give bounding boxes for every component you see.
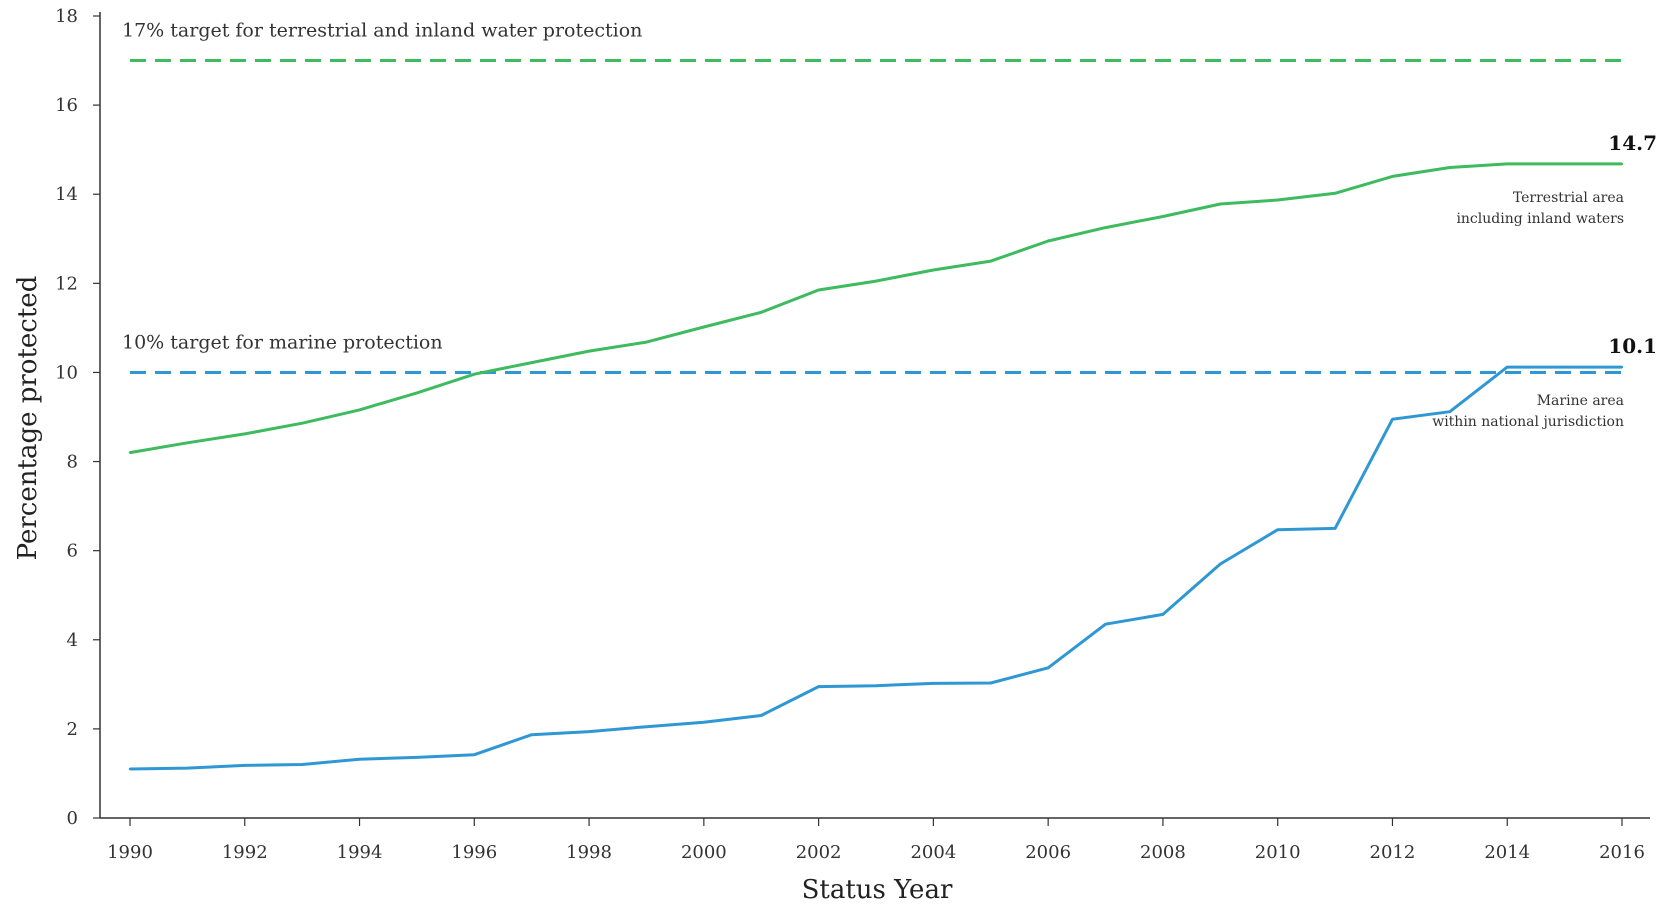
terrestrial-data-point — [1391, 175, 1394, 178]
x-tick-label: 1998 — [566, 842, 612, 863]
marine-data-point — [1506, 365, 1509, 369]
terrestrial-data-point — [874, 279, 878, 283]
marine-data-point — [1620, 365, 1624, 369]
terrestrial-data-point — [358, 408, 361, 412]
marine-data-point — [1104, 622, 1107, 626]
y-tick-label: 10 — [55, 362, 78, 383]
terrestrial-data-point — [128, 451, 132, 454]
x-tick-label: 2004 — [910, 842, 956, 863]
terrestrial-series-name-line: Terrestrial area — [1513, 190, 1624, 206]
terrestrial-data-point — [186, 441, 189, 445]
terrestrial-data-point — [932, 268, 935, 272]
terrestrial_target-label: 17% target for terrestrial and inland wa… — [122, 20, 642, 42]
marine-data-point — [530, 733, 533, 736]
terrestrial-data-point — [1333, 192, 1337, 195]
marine-series-name-line: within national jurisdiction — [1432, 414, 1624, 430]
marine-series-name: Marine area within national jurisdiction — [1432, 393, 1624, 430]
series-lines — [128, 162, 1624, 771]
y-tick-label: 14 — [55, 184, 78, 205]
terrestrial-data-point — [989, 259, 992, 263]
terrestrial-data-point — [760, 311, 763, 314]
marine-data-point — [300, 763, 304, 766]
terrestrial-series-name-line: including inland waters — [1456, 211, 1624, 227]
annotations: 14.7 Terrestrial area including inland wat… — [1432, 131, 1657, 430]
terrestrial-data-point — [473, 373, 476, 376]
terrestrial-data-point — [1563, 162, 1566, 166]
marine-data-point — [1448, 410, 1452, 413]
terrestrial-data-point — [530, 361, 533, 364]
terrestrial-data-point — [243, 432, 246, 436]
marine-data-point — [1563, 365, 1566, 369]
terrestrial-data-point — [1046, 239, 1050, 243]
marine-data-point — [1333, 527, 1337, 530]
terrestrial-data-point — [817, 288, 820, 292]
terrestrial-series-name: Terrestrial area including inland waters — [1456, 190, 1624, 227]
reference-lines: 17% target for terrestrial and inland wa… — [122, 20, 1622, 374]
y-axis-title: Percentage protected — [13, 276, 43, 561]
axes: 0 2 4 6 8 10 12 14 16 18 1990 1992 1994 1996 1998 2000 2… — [55, 6, 1650, 863]
terrestrial-data-point — [1219, 202, 1222, 206]
marine_target-label: 10% target for marine protection — [122, 331, 443, 353]
terrestrial-series-line — [129, 162, 1622, 455]
marine-data-point — [702, 721, 706, 724]
marine-data-point — [358, 757, 361, 761]
x-tick-label: 1994 — [337, 842, 383, 863]
marine-data-point — [817, 685, 820, 688]
x-tick-label: 2012 — [1370, 842, 1416, 863]
x-tick-label: 2014 — [1484, 842, 1530, 863]
x-tick-label: 1992 — [222, 842, 268, 863]
marine-series-name-line: Marine area — [1537, 393, 1624, 409]
terrestrial-data-point — [1276, 198, 1279, 202]
x-tick-label: 1990 — [107, 842, 153, 863]
marine-data-point — [473, 753, 476, 756]
marine-data-point — [1219, 562, 1222, 566]
terrestrial-data-point — [415, 391, 419, 395]
marine-data-point — [760, 714, 763, 717]
terrestrial-data-point — [1506, 162, 1509, 166]
terrestrial-data-point — [1448, 166, 1452, 169]
y-tick-label: 16 — [55, 95, 78, 116]
marine-data-point — [415, 756, 419, 759]
terrestrial-data-point — [645, 340, 648, 344]
terrestrial-data-point — [300, 422, 304, 425]
marine-data-point — [243, 764, 246, 767]
terrestrial-data-point — [1161, 215, 1165, 218]
terrestrial-end-value: 14.7 — [1608, 131, 1657, 155]
marine-data-point — [874, 684, 878, 687]
x-tick-label: 2016 — [1599, 842, 1645, 863]
marine-data-point — [932, 682, 935, 685]
marine-data-point — [1046, 666, 1050, 670]
terrestrial-data-point — [702, 325, 706, 329]
y-tick-label: 0 — [67, 808, 78, 829]
y-tick-label: 6 — [67, 541, 78, 562]
marine-data-point — [587, 730, 591, 733]
marine-data-point — [645, 725, 648, 728]
x-tick-label: 2010 — [1255, 842, 1301, 863]
y-tick-label: 8 — [67, 452, 78, 473]
terrestrial-data-point — [1104, 226, 1107, 229]
marine-series-line — [129, 365, 1622, 771]
x-axis-title: Status Year — [802, 875, 953, 905]
y-tick-label: 18 — [55, 6, 78, 27]
marine-data-point — [128, 767, 132, 771]
terrestrial-data-point — [587, 349, 591, 353]
x-tick-label: 2002 — [796, 842, 842, 863]
marine-data-point — [1276, 528, 1279, 531]
x-tick-label: 2008 — [1140, 842, 1186, 863]
marine-data-point — [1391, 418, 1394, 421]
x-tick-label: 2000 — [681, 842, 727, 863]
y-tick-label: 4 — [67, 630, 78, 651]
x-tick-label: 1996 — [451, 842, 497, 863]
marine-data-point — [1161, 613, 1165, 616]
marine-data-point — [989, 681, 992, 685]
marine-data-point — [186, 766, 189, 770]
marine-end-value: 10.1 — [1608, 334, 1657, 358]
x-tick-label: 2006 — [1025, 842, 1071, 863]
y-tick-label: 2 — [67, 719, 78, 740]
y-tick-label: 12 — [55, 273, 78, 294]
terrestrial-data-point — [1620, 162, 1624, 166]
